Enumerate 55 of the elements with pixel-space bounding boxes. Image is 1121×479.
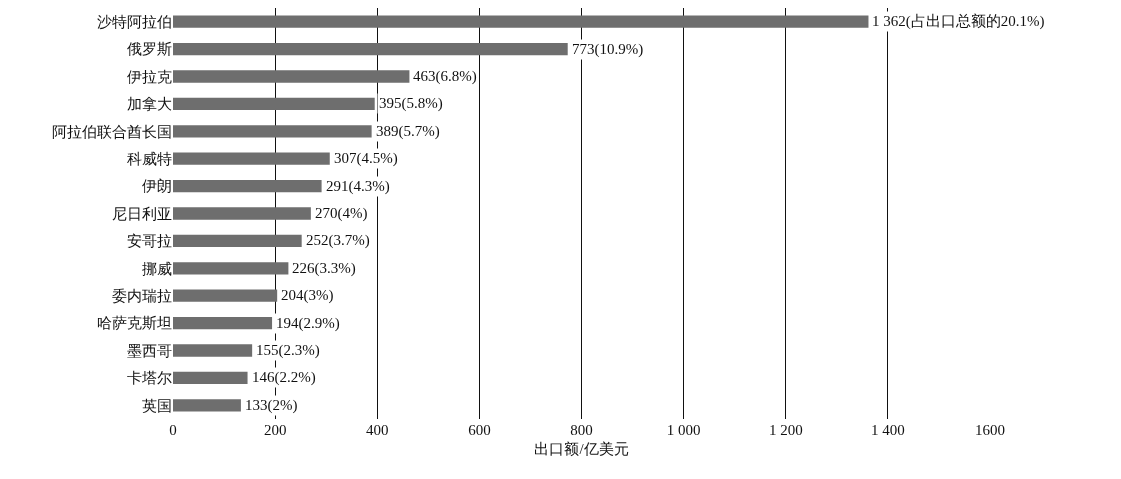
- data-label: 133(2%): [245, 397, 298, 414]
- y-tick-label: 尼日利亚: [112, 205, 172, 222]
- bar: [173, 399, 241, 412]
- x-tick-label: 1 400: [871, 422, 905, 438]
- bar: [173, 179, 322, 193]
- y-tick-label: 伊拉克: [127, 68, 172, 85]
- y-tick-label: 伊朗: [142, 178, 172, 195]
- x-tick-label: 0: [169, 422, 177, 438]
- x-tick-label: 1 000: [666, 422, 701, 438]
- bar: [173, 125, 372, 138]
- y-tick-label: 英国: [142, 397, 172, 414]
- data-label: 291(4.3%): [326, 178, 390, 195]
- data-label: 155(2.3%): [256, 342, 320, 359]
- bar: [173, 289, 278, 302]
- y-tick-label: 哈萨克斯坦: [97, 315, 172, 332]
- y-tick-label: 挪威: [142, 260, 172, 277]
- bar: [173, 371, 248, 385]
- y-tick-label: 沙特阿拉伯: [97, 13, 172, 30]
- bar: [173, 316, 273, 330]
- bar: [173, 344, 253, 357]
- bar: [173, 70, 410, 83]
- y-tick-label: 安哥拉: [127, 233, 172, 250]
- data-label: 773(10.9%): [572, 41, 644, 58]
- x-tick-label: 800: [570, 422, 593, 438]
- data-label: 146(2.2%): [252, 369, 316, 386]
- y-tick-label: 卡塔尔: [127, 370, 172, 387]
- bar: [173, 15, 869, 28]
- data-label: 463(6.8%): [413, 68, 477, 85]
- x-tick-label: 1600: [975, 422, 1005, 438]
- bar: [173, 42, 568, 56]
- y-tick-label: 墨西哥: [127, 342, 172, 359]
- data-label: 389(5.7%): [376, 123, 440, 140]
- bar: [173, 262, 289, 275]
- data-label: 194(2.9%): [276, 315, 340, 332]
- y-tick-label: 科威特: [127, 150, 172, 167]
- y-tick-label: 委内瑞拉: [112, 287, 172, 304]
- bar: [173, 97, 375, 111]
- data-label: 252(3.7%): [306, 232, 370, 249]
- bar: [173, 207, 311, 220]
- x-axis-title: 出口额/亿美元: [534, 441, 629, 457]
- y-tick-label: 加拿大: [127, 96, 172, 113]
- data-label: 204(3%): [281, 287, 334, 304]
- x-tick-label: 400: [366, 422, 389, 438]
- data-label: 226(3.3%): [292, 260, 356, 277]
- y-tick-label: 阿拉伯联合酋长国: [52, 123, 172, 140]
- x-tick-label: 1 200: [768, 422, 803, 438]
- x-tick-label: 200: [263, 422, 287, 438]
- x-tick-label: 600: [468, 422, 491, 438]
- bar: [173, 152, 330, 165]
- data-label: 270(4%): [315, 205, 368, 222]
- y-tick-label: 俄罗斯: [127, 41, 172, 58]
- data-label: 1 362(占出口总额的20.1%): [872, 13, 1045, 30]
- data-label: 307(4.5%): [334, 150, 398, 167]
- data-label: 395(5.8%): [379, 95, 443, 112]
- bar: [173, 234, 302, 248]
